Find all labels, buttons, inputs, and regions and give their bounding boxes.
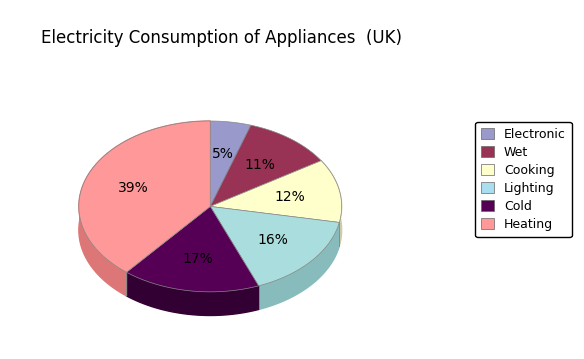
Polygon shape [210,125,321,206]
Text: 39%: 39% [118,182,149,196]
Polygon shape [210,161,342,223]
Polygon shape [79,121,210,296]
Legend: Electronic, Wet, Cooking, Lighting, Cold, Heating: Electronic, Wet, Cooking, Lighting, Cold… [475,122,572,237]
Text: 17%: 17% [182,252,213,266]
Polygon shape [321,161,342,246]
Polygon shape [127,206,259,292]
Polygon shape [210,121,251,206]
Polygon shape [259,223,339,309]
Polygon shape [79,121,210,272]
Text: 11%: 11% [245,158,276,172]
Text: 16%: 16% [258,233,288,247]
Polygon shape [210,206,339,286]
Text: 5%: 5% [212,147,234,161]
Polygon shape [127,272,259,316]
Text: 12%: 12% [275,190,305,204]
Text: Electricity Consumption of Appliances  (UK): Electricity Consumption of Appliances (U… [41,29,402,47]
